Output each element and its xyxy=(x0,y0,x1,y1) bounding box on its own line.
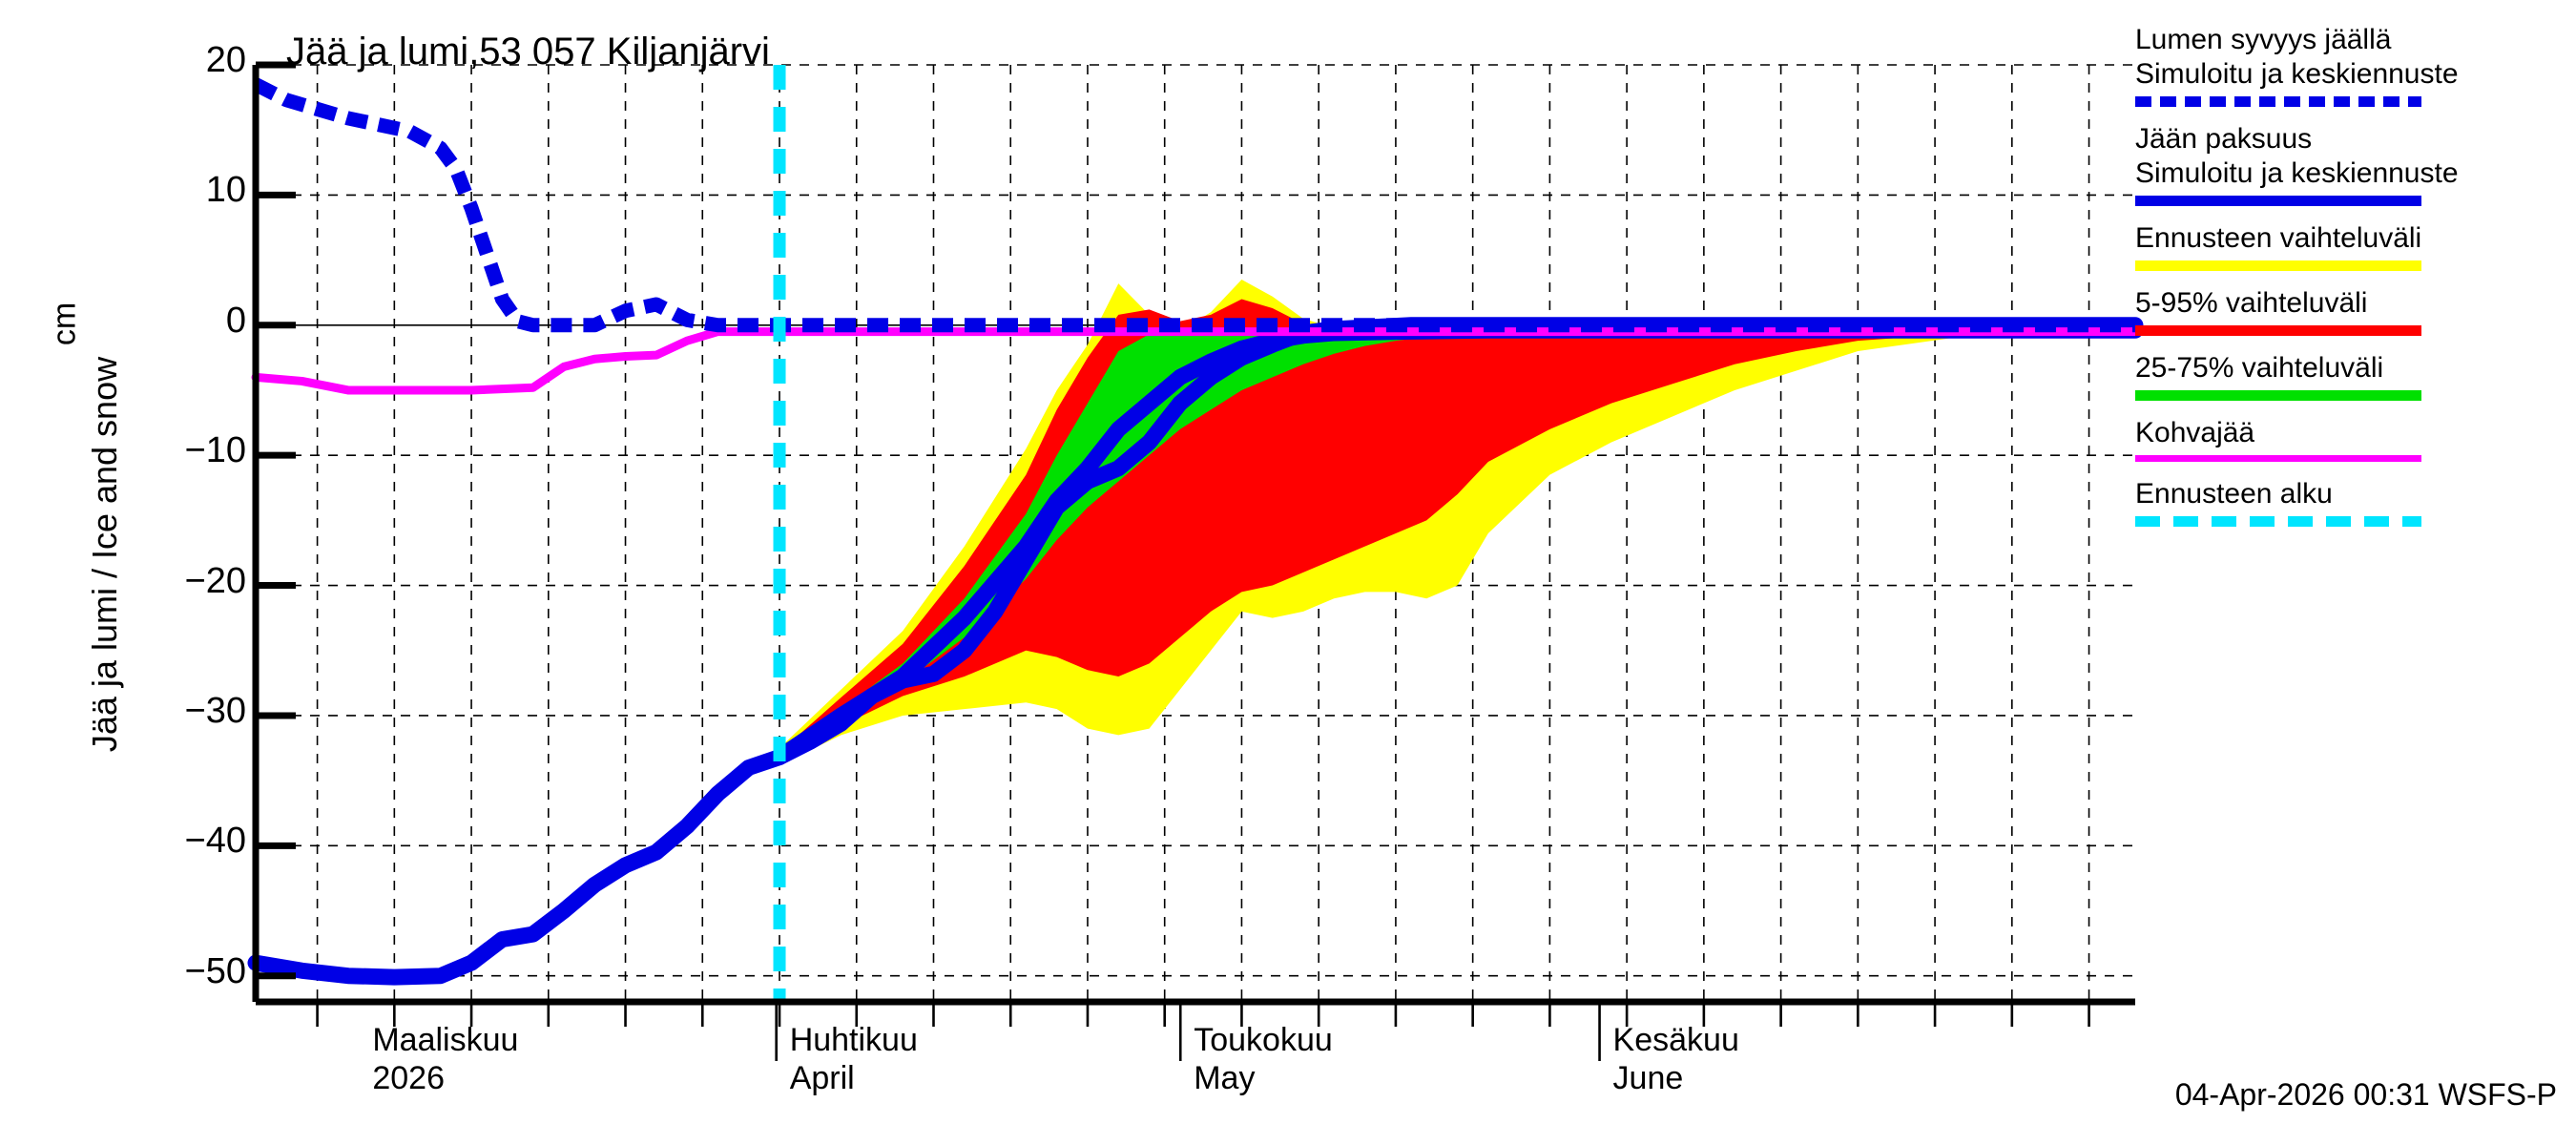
footer-timestamp: 04-Apr-2026 00:31 WSFS-P xyxy=(2174,1077,2557,1112)
legend-item-title: 5-95% vaihteluväli xyxy=(2135,287,2368,319)
legend-item[interactable]: 5-95% vaihteluväli xyxy=(2135,286,2576,336)
x-axis-month-label-fi: Maaliskuu xyxy=(372,1022,519,1058)
legend-swatch-green-band xyxy=(2135,390,2421,401)
y-axis-tick-label: −30 xyxy=(184,690,246,731)
x-axis-month-label-fi: Kesäkuu xyxy=(1612,1022,1739,1058)
legend-swatch-magenta-line xyxy=(2135,455,2421,462)
legend-item[interactable]: Kohvajää xyxy=(2135,416,2576,462)
legend-item[interactable]: Lumen syvyys jäällä Simuloitu ja keskienn… xyxy=(2135,23,2576,107)
legend-item-subtitle: Simuloitu ja keskiennuste xyxy=(2135,157,2459,189)
x-axis-month-label: Kesäkuu June xyxy=(1613,1021,1739,1097)
x-axis-month-label-fi: Toukokuu xyxy=(1194,1022,1333,1058)
y-axis-tick-label: −10 xyxy=(184,430,246,471)
y-axis-tick-label: 10 xyxy=(205,170,246,211)
legend-item-title: Ennusteen vaihteluväli xyxy=(2135,222,2422,254)
legend-swatch-red-band xyxy=(2135,325,2421,336)
y-axis-tick-label: −20 xyxy=(184,560,246,601)
x-axis-month-label-en: June xyxy=(1612,1060,1684,1096)
legend-item-title: Kohvajää xyxy=(2135,417,2255,448)
snow-depth-line xyxy=(252,77,2135,333)
y-axis-tick-label: 20 xyxy=(205,40,246,80)
legend-item[interactable]: Ennusteen vaihteluväli xyxy=(2135,221,2576,271)
legend-swatch-blue-dashed-line xyxy=(2135,96,2421,107)
x-axis-month-label-en: 2026 xyxy=(372,1060,445,1096)
x-axis-month-label: Maaliskuu 2026 xyxy=(372,1021,518,1097)
legend-item-title: Lumen syvyys jäällä xyxy=(2135,24,2392,55)
x-axis-month-label-fi: Huhtikuu xyxy=(789,1022,918,1058)
y-axis-tick-label: 0 xyxy=(225,300,246,341)
legend-item-title: 25-75% vaihteluväli xyxy=(2135,352,2384,384)
legend-item[interactable]: Ennusteen alku xyxy=(2135,477,2576,527)
chart-legend: Lumen syvyys jäällä Simuloitu ja keskienn… xyxy=(2135,23,2576,542)
legend-item-title: Ennusteen alku xyxy=(2135,478,2333,510)
legend-swatch-blue-solid-line xyxy=(2135,196,2421,206)
x-axis-month-label-en: May xyxy=(1194,1060,1256,1096)
y-axis-tick-label: −40 xyxy=(184,821,246,862)
legend-item[interactable]: Jään paksuus Simuloitu ja keskiennuste xyxy=(2135,122,2576,206)
x-axis-month-label-en: April xyxy=(789,1060,855,1096)
legend-item-title: Jään paksuus xyxy=(2135,123,2313,155)
legend-item-subtitle: Simuloitu ja keskiennuste xyxy=(2135,58,2459,90)
x-axis-month-label: Huhtikuu April xyxy=(790,1021,918,1097)
y-axis-tick-label: −50 xyxy=(184,950,246,991)
legend-item[interactable]: 25-75% vaihteluväli xyxy=(2135,351,2576,401)
legend-swatch-cyan-dashed-line xyxy=(2135,516,2421,527)
legend-swatch-yellow-band xyxy=(2135,260,2421,271)
x-axis-month-label: Toukokuu May xyxy=(1194,1021,1333,1097)
